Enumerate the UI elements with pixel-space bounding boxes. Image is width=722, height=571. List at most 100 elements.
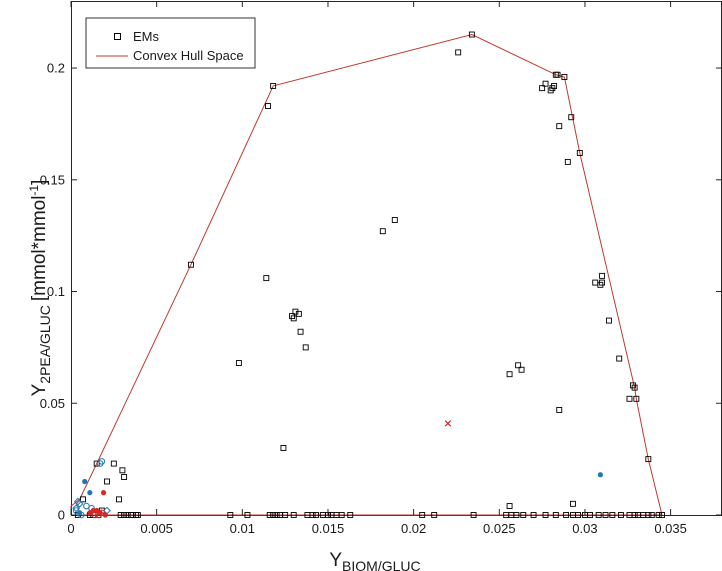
em-point (116, 496, 122, 503)
x-tick-label: 0.02 (401, 521, 426, 536)
diamond-point (73, 497, 82, 506)
em-point (290, 315, 297, 322)
em-point (227, 512, 234, 518)
x-axis-label-main: Y (329, 550, 342, 571)
em-point (297, 328, 304, 335)
em-point (280, 445, 287, 451)
em-point (302, 344, 309, 351)
legend: EMs Convex Hull Space (85, 17, 256, 69)
em-point (633, 395, 640, 402)
em-point (266, 512, 273, 518)
em-point (626, 395, 633, 402)
em-point (551, 82, 558, 89)
em-point (244, 512, 251, 518)
convex-hull-line (70, 33, 663, 516)
y-tick-label: 0.1 (47, 284, 65, 299)
em-point (273, 512, 280, 518)
x-tick-label: 0.015 (312, 521, 345, 536)
em-point (542, 80, 549, 87)
axis-ticks: 0 0.005 0.01 0.015 0.02 0.025 0.03 0.035 0 0.05 0.… (40, 1, 722, 536)
em-point (431, 512, 438, 518)
y-tick-label: 0.15 (40, 172, 65, 187)
em-point (556, 123, 563, 130)
em-point (263, 275, 270, 282)
em-point (556, 407, 563, 413)
em-point (282, 512, 289, 518)
em-point (515, 362, 522, 369)
em-point (110, 460, 117, 467)
em-point (568, 114, 575, 121)
x-tick-label: 0.035 (654, 521, 687, 536)
em-point (93, 460, 100, 467)
em-point (506, 371, 513, 378)
x-axis-label: YBIOM/GLUC (329, 550, 420, 571)
em-point (265, 103, 271, 109)
filled-dot-point (97, 510, 103, 516)
em-point (119, 467, 126, 474)
em-point (134, 512, 141, 518)
em-point (609, 512, 616, 518)
em-point (235, 360, 242, 366)
y-axis-label: Y2PEA/GLUC [mmol*mmol-1] (27, 180, 53, 397)
cross-point (444, 420, 452, 427)
em-point (570, 500, 576, 507)
em-point (309, 512, 316, 518)
em-point (645, 512, 652, 518)
em-point (338, 512, 345, 518)
em-point (631, 384, 638, 391)
em-point (648, 512, 655, 518)
legend-label-hull: Convex Hull Space (133, 48, 244, 63)
em-point (595, 512, 602, 518)
em-point (117, 512, 124, 518)
open-circle-point (96, 460, 104, 467)
em-point (617, 512, 624, 518)
em-point (655, 512, 662, 518)
legend-box (85, 17, 256, 69)
x-tick-label: 0.03 (572, 521, 597, 536)
x-axis-label-sub: BIOM/GLUC (342, 558, 421, 571)
y-axis-label-main: Y (29, 383, 50, 396)
x-tick-label: 0.01 (230, 521, 255, 536)
em-point (631, 512, 638, 518)
em-point (121, 474, 128, 480)
plot-area (70, 31, 665, 519)
x-tick-label: 0 (67, 521, 74, 536)
em-point (576, 150, 583, 156)
em-point (561, 74, 568, 80)
y-axis-label-unit: [mmol*mmol (29, 196, 50, 302)
filled-dot-point (82, 478, 88, 485)
em-point (605, 317, 612, 324)
em-point (554, 71, 561, 78)
em-point (455, 49, 462, 56)
em-point (391, 217, 398, 223)
legend-label-ems: EMs (133, 29, 160, 44)
em-point (530, 512, 537, 518)
em-point (295, 310, 302, 317)
em-point (616, 355, 623, 362)
em-point (290, 512, 297, 518)
em-point (347, 512, 354, 518)
x-tick-label: 0.025 (483, 521, 516, 536)
em-point (80, 496, 86, 503)
em-point (587, 512, 594, 518)
axes-box (71, 1, 722, 516)
em-point (575, 512, 582, 518)
em-point (470, 512, 477, 518)
em-point (187, 261, 194, 268)
filled-dot-point (87, 490, 93, 496)
em-point (659, 512, 665, 518)
filled-dot-point (87, 510, 93, 516)
x-tick-label: 0.005 (140, 521, 173, 536)
diamond-point (72, 504, 81, 513)
em-point (506, 503, 513, 510)
legend-marker-ems (114, 33, 121, 40)
filled-dot-point (597, 472, 603, 478)
y-axis-label-unit-sup: -1 (27, 185, 41, 196)
em-point (270, 82, 277, 89)
em-point (599, 272, 606, 279)
em-point (379, 228, 386, 235)
em-point (645, 456, 652, 463)
y-axis-label-unit-end: ] (29, 180, 50, 185)
filled-dot-point (102, 512, 108, 518)
